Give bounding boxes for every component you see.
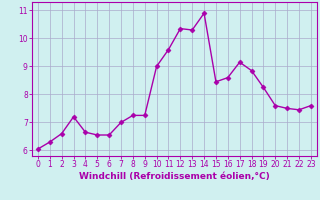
X-axis label: Windchill (Refroidissement éolien,°C): Windchill (Refroidissement éolien,°C) <box>79 172 270 181</box>
